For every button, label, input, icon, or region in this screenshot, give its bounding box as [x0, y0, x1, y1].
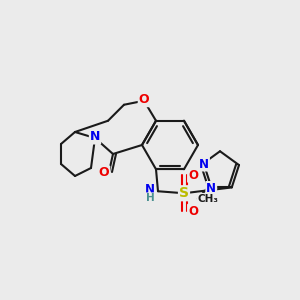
Text: N: N [145, 183, 155, 196]
Text: S: S [179, 186, 189, 200]
Text: CH₃: CH₃ [197, 194, 218, 204]
Text: N: N [90, 130, 100, 143]
Text: O: O [188, 169, 198, 182]
Text: N: N [199, 158, 209, 171]
Text: O: O [188, 205, 198, 218]
Text: O: O [99, 167, 109, 179]
Text: O: O [139, 93, 149, 106]
Text: N: N [206, 182, 216, 195]
Text: H: H [146, 193, 154, 203]
